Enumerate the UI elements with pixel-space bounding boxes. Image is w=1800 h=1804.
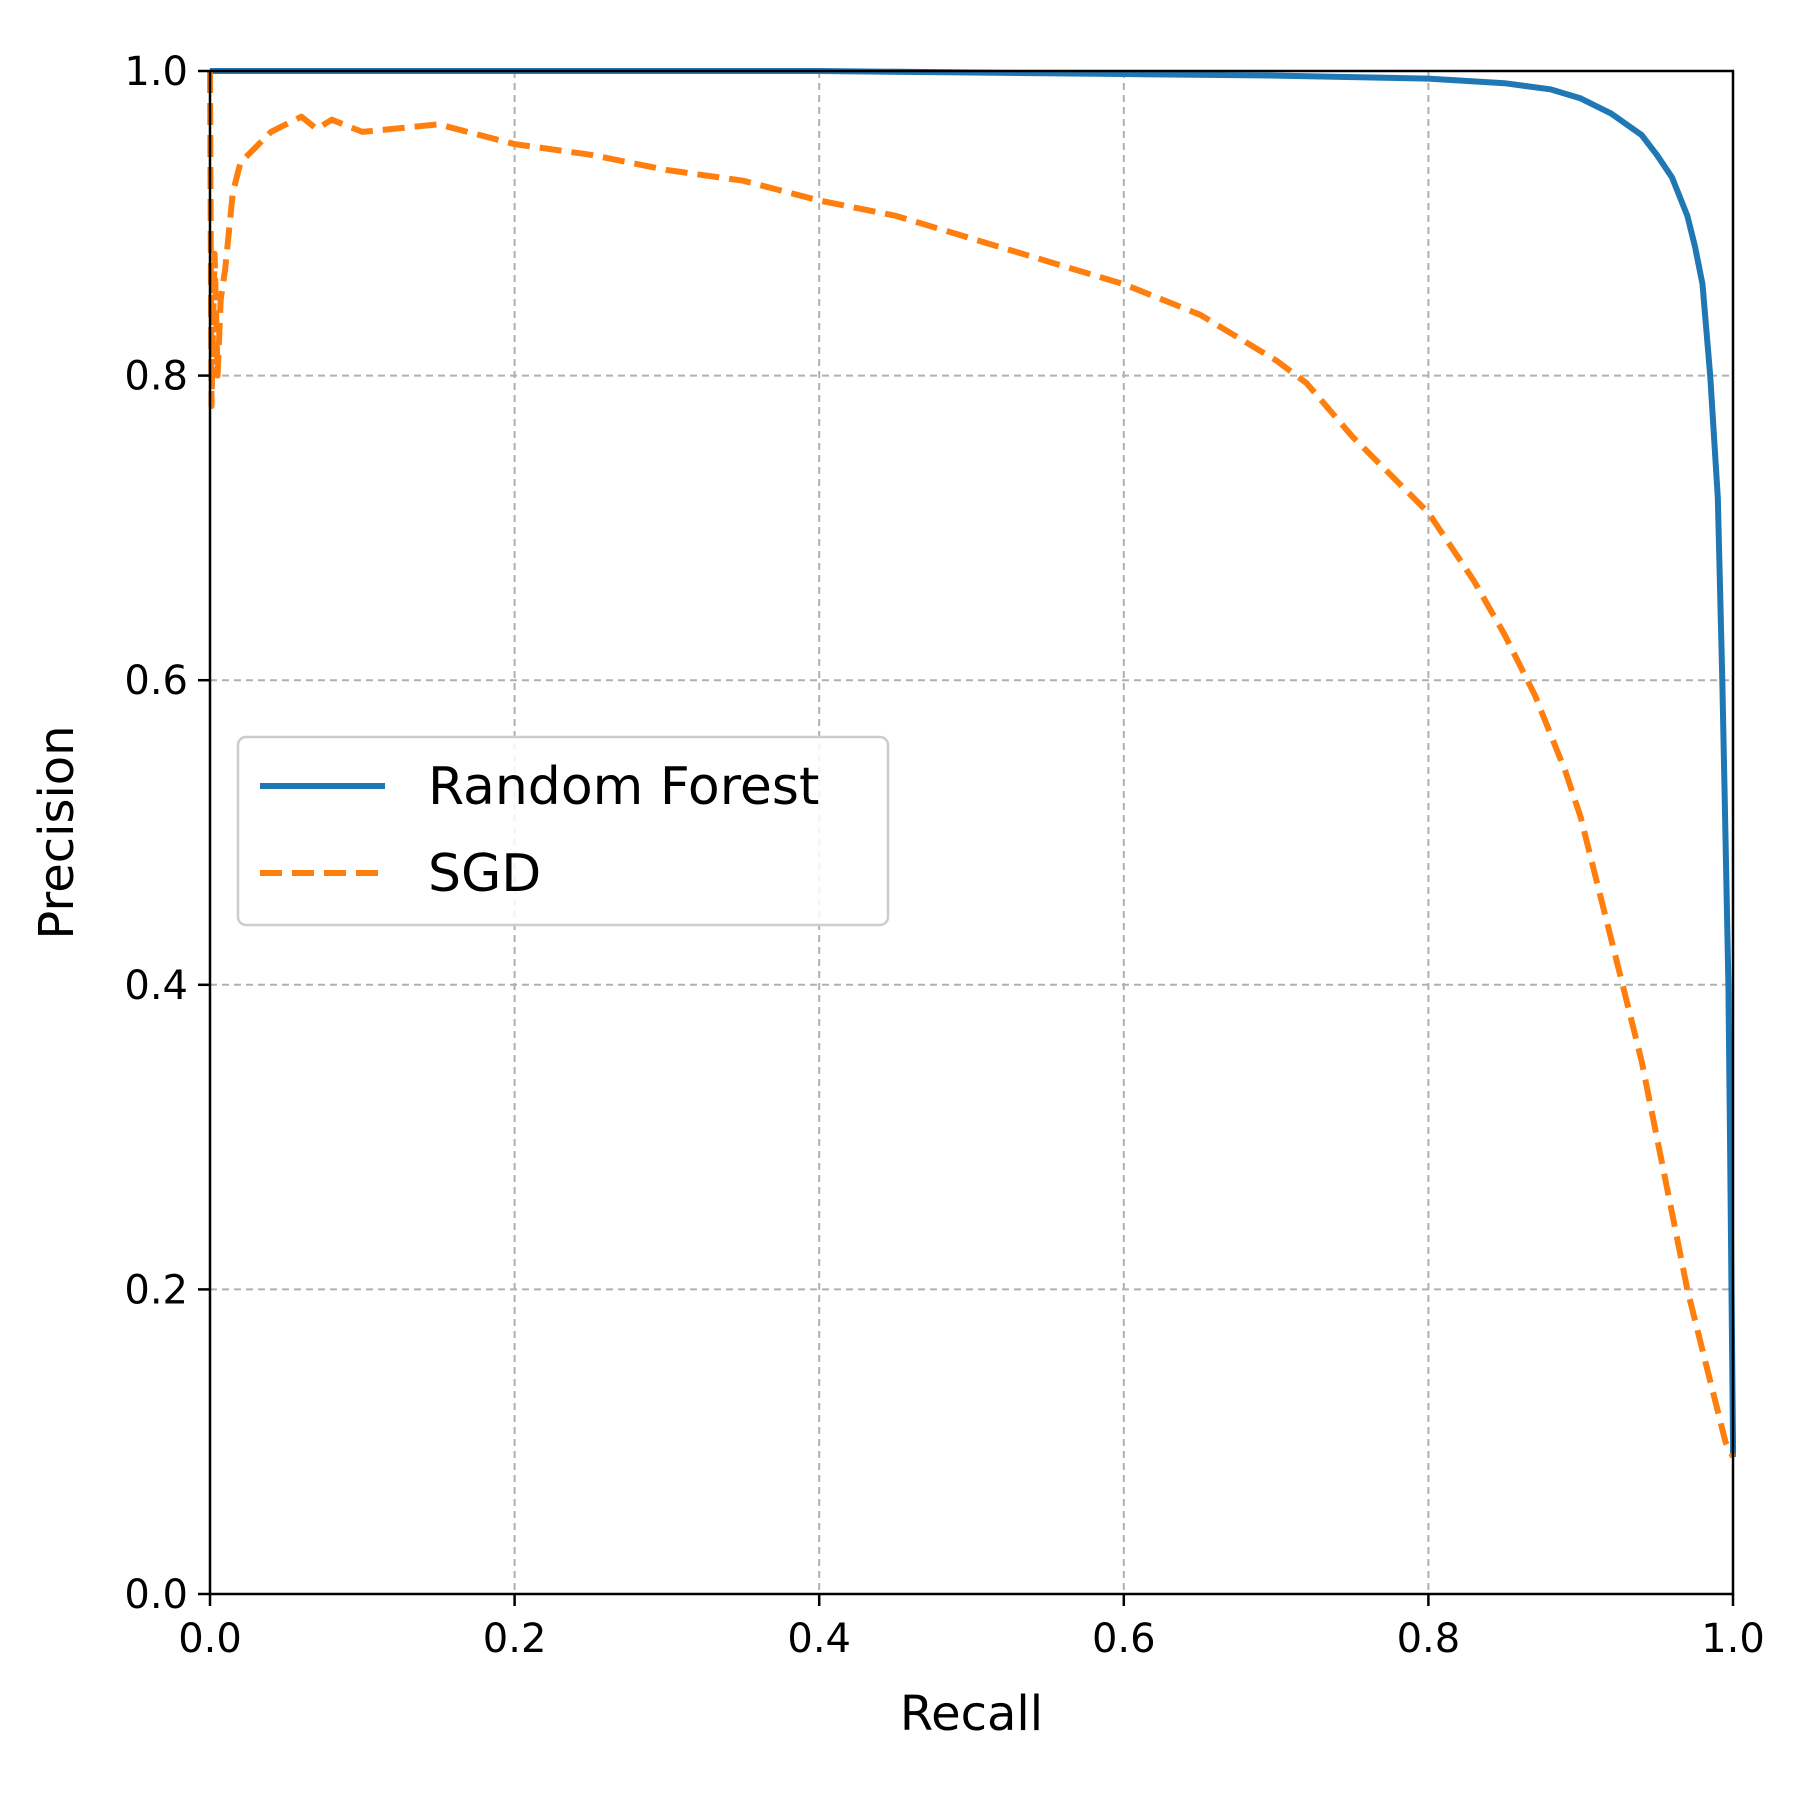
y-tick-label: 0.8 [124,354,188,400]
axis-ticks: 0.0 0.2 0.4 0.6 0.8 1.0 0.0 0.2 0.4 0.6 0.8 1.0 [124,49,1764,1662]
x-tick-label: 0.8 [1397,1616,1461,1662]
y-tick-label: 1.0 [124,49,188,95]
legend: Random Forest SGD [236,735,890,927]
axes-frame [208,69,1735,1596]
series-line-sgd [207,70,1736,1459]
y-tick-label: 0.2 [124,1267,188,1313]
legend-box [236,735,890,927]
legend-label-random-forest: Random Forest [428,757,819,817]
x-tick-label: 0.0 [178,1616,242,1662]
y-axis-label: Precision [29,725,85,939]
y-tick-label: 0.6 [124,658,188,704]
x-axis-label: Recall [900,1686,1043,1742]
x-tick-label: 1.0 [1701,1616,1765,1662]
x-tick-label: 0.6 [1092,1616,1156,1662]
legend-label-sgd: SGD [428,844,541,904]
y-tick-label: 0.4 [124,963,188,1009]
x-tick-label: 0.4 [787,1616,851,1662]
x-tick-label: 0.2 [483,1616,547,1662]
y-tick-label: 0.0 [124,1572,188,1618]
